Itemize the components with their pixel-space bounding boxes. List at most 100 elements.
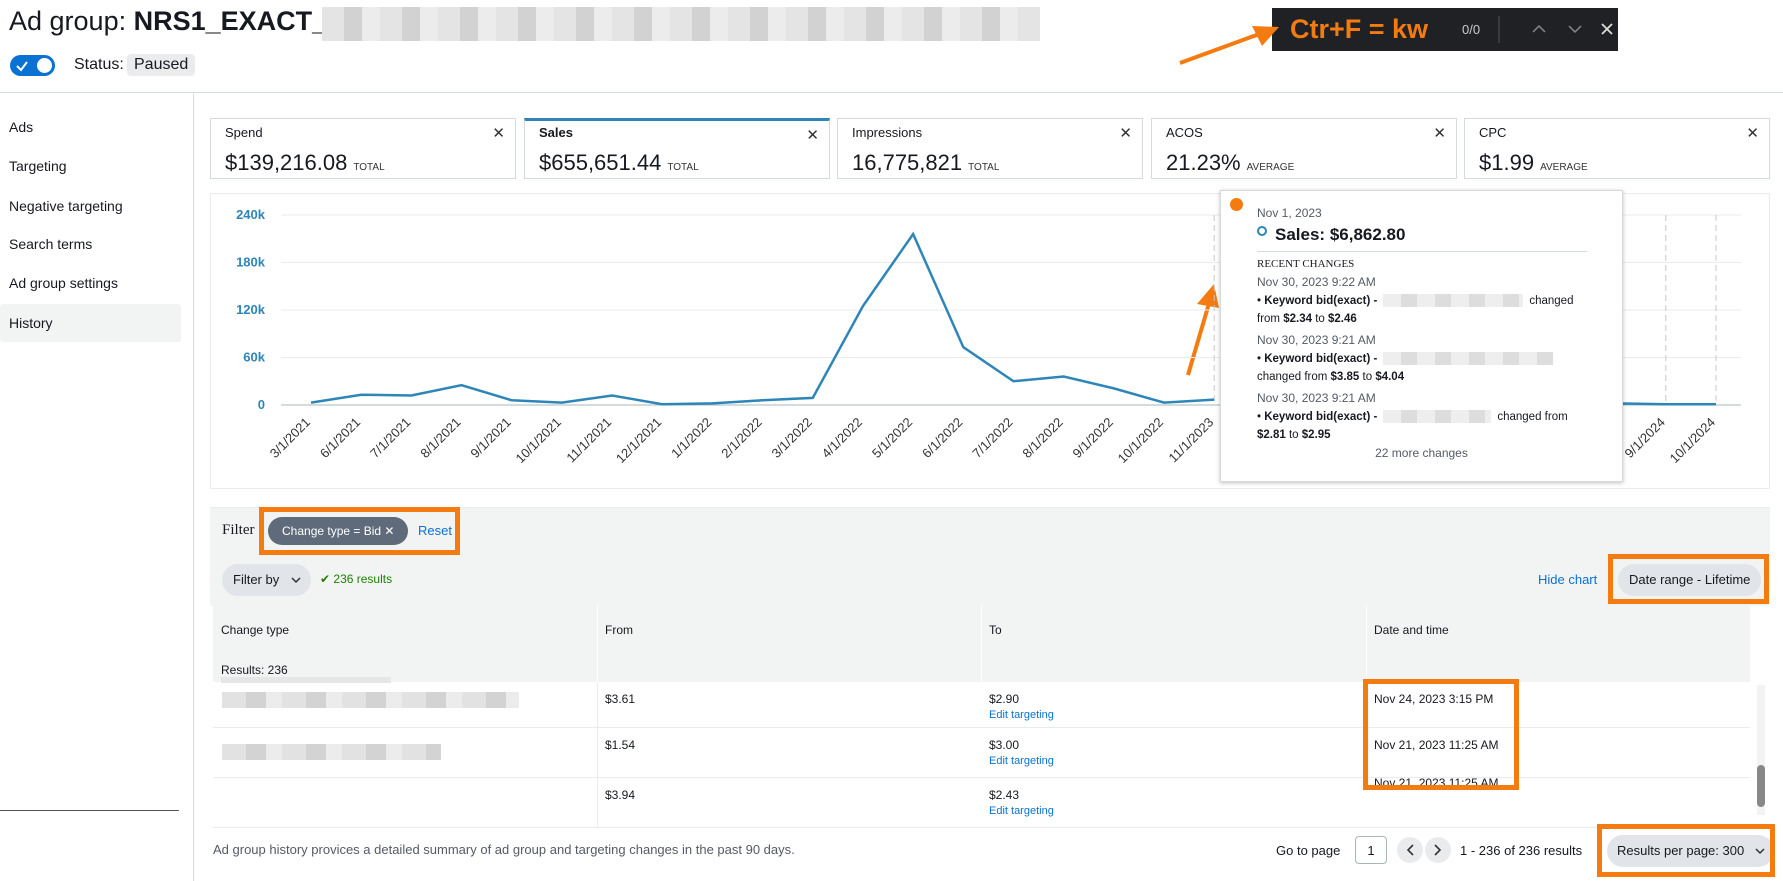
x-tick-label: 4/1/2022 xyxy=(819,415,865,461)
to-cell: $3.00 xyxy=(989,738,1020,752)
change-from: $3.85 xyxy=(1330,371,1360,383)
more-changes[interactable]: 22 more changes xyxy=(1375,446,1468,460)
bullet: • xyxy=(1257,353,1265,365)
change-to-word: to xyxy=(1362,371,1373,383)
page-input[interactable]: 1 xyxy=(1355,836,1387,864)
cell-divider xyxy=(597,682,598,732)
change-to: $4.04 xyxy=(1375,371,1405,383)
x-tick-label: 1/1/2022 xyxy=(668,415,714,461)
metric-card[interactable]: Spend ✕ $139,216.08 TOTAL xyxy=(210,118,516,179)
x-tick-label: 12/1/2021 xyxy=(613,415,665,467)
filter-by-button[interactable]: Filter by xyxy=(222,564,312,596)
change-action: Keyword bid(exact) - xyxy=(1264,353,1378,365)
tooltip-date: Nov 1, 2023 xyxy=(1257,206,1322,220)
nav-item[interactable]: History xyxy=(9,315,53,331)
line-series xyxy=(310,231,1215,406)
column-divider xyxy=(1366,605,1367,682)
change-from: $2.81 xyxy=(1257,429,1286,441)
redacted xyxy=(1383,294,1524,308)
date-range-button[interactable]: Date range - Lifetime xyxy=(1618,564,1762,596)
change-item: • Keyword bid(exact) - changed from $2.81… xyxy=(1257,408,1587,444)
nav-item[interactable]: Search terms xyxy=(9,236,93,252)
x-tick-label: 2/1/2022 xyxy=(718,415,764,461)
cell-divider xyxy=(597,728,598,778)
metric-card[interactable]: Impressions ✕ 16,775,821 TOTAL xyxy=(837,118,1143,179)
x-tick-label: 7/1/2021 xyxy=(367,415,413,461)
results-total: Results: 236 xyxy=(221,663,288,677)
metric-card[interactable]: CPC ✕ $1.99 AVERAGE xyxy=(1464,118,1770,179)
x-tick-label: 8/1/2022 xyxy=(1019,415,1065,461)
edit-link[interactable]: Edit targeting xyxy=(989,755,1054,767)
change-to-word: to xyxy=(1315,313,1325,325)
edit-link[interactable]: Edit targeting xyxy=(989,805,1054,817)
change-time: Nov 30, 2023 9:21 AM xyxy=(1257,333,1376,347)
y-tick-label: 60k xyxy=(243,350,265,365)
metric-value-row: $139,216.08 TOTAL xyxy=(225,150,385,176)
highlight xyxy=(1608,554,1769,604)
column-header: From xyxy=(605,623,633,637)
find-controls[interactable] xyxy=(1497,8,1618,51)
x-tick-label: 10/1/2024 xyxy=(1667,415,1719,467)
y-tick-label: 240k xyxy=(236,207,266,222)
change-text: changed from xyxy=(1497,411,1568,423)
x-tick-label: 5/1/2022 xyxy=(869,415,915,461)
metric-card[interactable]: Sales ✕ $655,651.44 TOTAL xyxy=(524,118,830,179)
redacted xyxy=(322,7,1040,41)
change-text: changed from xyxy=(1257,371,1328,383)
x-tick-label: 8/1/2021 xyxy=(417,415,463,461)
metric-unit: TOTAL xyxy=(667,162,699,173)
metric-value-row: $1.99 AVERAGE xyxy=(1479,150,1588,176)
metric-label: CPC xyxy=(1479,125,1507,140)
to-cell: $2.90 xyxy=(989,692,1020,706)
filter-chip[interactable]: Change type = Bid ✕ xyxy=(268,517,409,545)
metric-value: $655,651.44 xyxy=(539,150,662,175)
x-tick-label: 11/1/2021 xyxy=(563,415,614,466)
row-line xyxy=(213,827,1750,828)
to-cell: $2.43 xyxy=(989,788,1020,802)
footer-note: Ad group history provices a detailed sum… xyxy=(213,842,795,857)
x-tick-label: 9/1/2022 xyxy=(1070,415,1116,461)
status-toggle[interactable] xyxy=(10,55,55,76)
tooltip-heading: RECENT CHANGES xyxy=(1257,258,1355,270)
nav-item[interactable]: Ads xyxy=(9,119,34,135)
metric-close: ✕ xyxy=(1119,125,1132,142)
x-tick-label: 7/1/2022 xyxy=(969,415,1015,461)
nav-rule xyxy=(0,810,179,811)
x-tick-label: 3/1/2021 xyxy=(267,415,313,461)
metric-label: Spend xyxy=(225,125,263,140)
change-to: $2.95 xyxy=(1301,429,1331,441)
metric-close: ✕ xyxy=(1433,125,1446,142)
nav-item[interactable]: Negative targeting xyxy=(9,198,123,214)
nav-item[interactable]: Ad group settings xyxy=(9,275,118,291)
reset-link[interactable]: Reset xyxy=(418,523,452,538)
bullet: • xyxy=(1257,411,1265,423)
status-badge: Paused xyxy=(127,54,196,76)
change-time: Nov 30, 2023 9:22 AM xyxy=(1257,275,1376,289)
y-tick-label: 120k xyxy=(236,302,266,317)
date-cell: Nov 21, 2023 11:25 AM xyxy=(1374,738,1499,752)
title-prefix: Ad group: xyxy=(9,6,127,36)
per-page-button[interactable]: Results per page: 300 xyxy=(1607,835,1775,867)
change-time: Nov 30, 2023 9:21 AM xyxy=(1257,391,1376,405)
hide-chart-link[interactable]: Hide chart xyxy=(1538,572,1598,587)
nav-item[interactable]: Targeting xyxy=(9,158,67,174)
x-tick-label: 3/1/2022 xyxy=(769,415,815,461)
x-tick-label: 6/1/2021 xyxy=(317,415,363,461)
metric-unit: AVERAGE xyxy=(1246,162,1295,173)
column-header: Change type xyxy=(221,623,290,637)
find-count: 0/0 xyxy=(1462,22,1481,37)
metric-label: Sales xyxy=(539,125,573,140)
scrollbar[interactable] xyxy=(1757,685,1765,815)
edit-link[interactable]: Edit targeting xyxy=(989,709,1054,721)
metric-value: 21.23% xyxy=(1166,150,1241,175)
change-item: • Keyword bid(exact) - changed from $2.34… xyxy=(1257,292,1587,328)
metric-unit: AVERAGE xyxy=(1540,162,1588,173)
x-tick-label: 9/1/2024 xyxy=(1622,415,1668,461)
metric-card[interactable]: ACOS ✕ 21.23% AVERAGE xyxy=(1151,118,1457,179)
pager-arrows[interactable] xyxy=(1396,836,1454,864)
metric-label: ACOS xyxy=(1166,125,1203,140)
x-tick-label: 11/1/2023 xyxy=(1166,415,1217,466)
metric-value-row: 16,775,821 TOTAL xyxy=(852,150,999,176)
column-header: To xyxy=(989,623,1002,637)
